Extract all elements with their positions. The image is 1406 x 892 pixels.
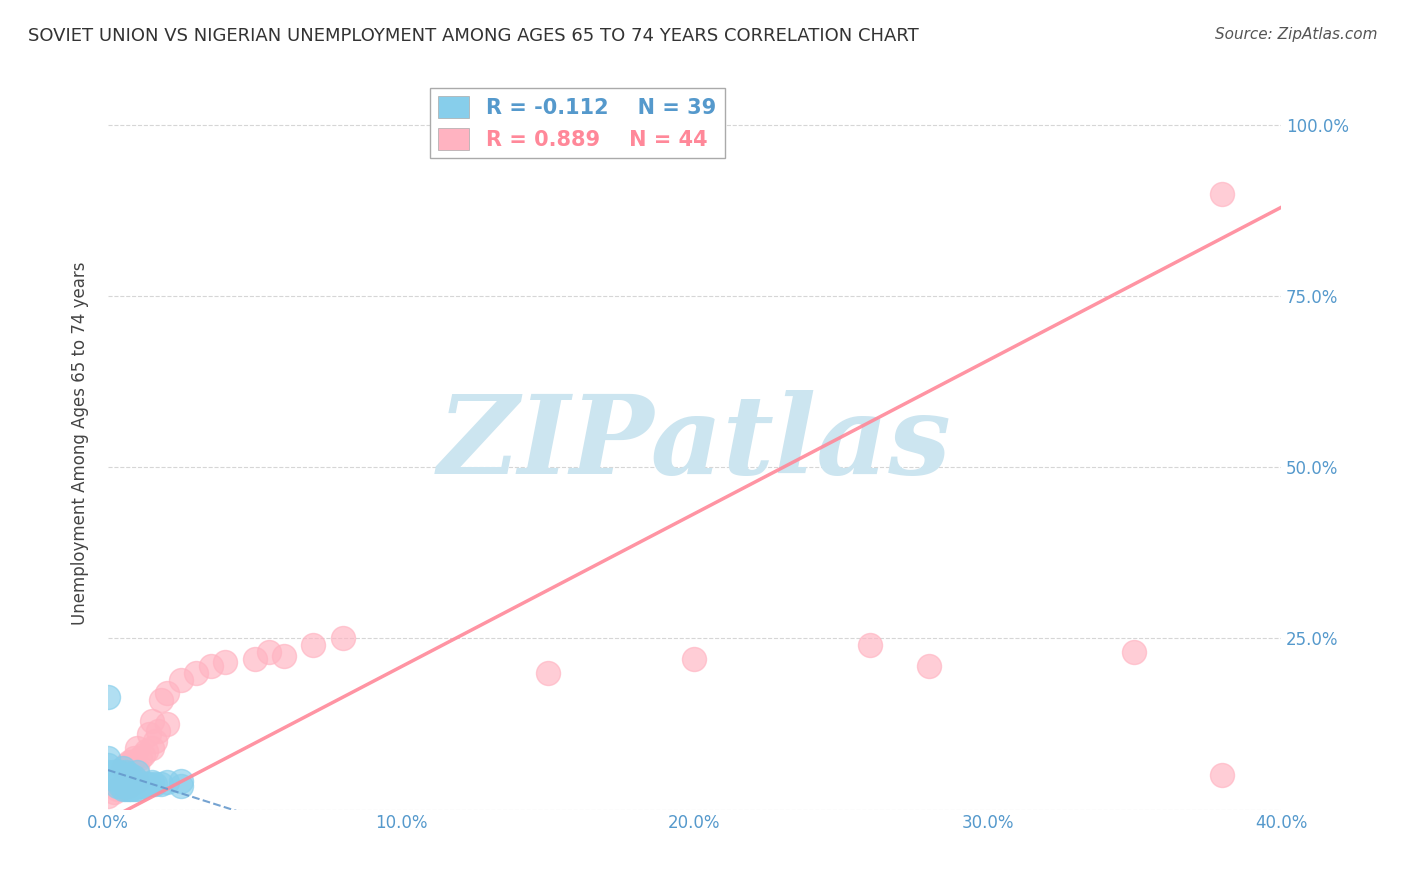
- Point: [111, 779, 134, 793]
- Point: [111, 775, 134, 789]
- Point: [120, 772, 142, 786]
- Point: [127, 773, 149, 788]
- Point: [105, 782, 128, 797]
- Point: [156, 717, 179, 731]
- Point: [103, 764, 125, 779]
- Point: [103, 772, 125, 786]
- Point: [117, 782, 139, 797]
- Point: [141, 714, 163, 728]
- Point: [108, 764, 131, 779]
- Point: [146, 723, 169, 738]
- Point: [132, 779, 155, 793]
- Point: [138, 776, 160, 790]
- Point: [259, 645, 281, 659]
- Point: [127, 773, 149, 788]
- Point: [332, 632, 354, 646]
- Point: [117, 767, 139, 781]
- Point: [170, 773, 193, 788]
- Point: [143, 734, 166, 748]
- Legend: R = -0.112    N = 39, R = 0.889    N = 44: R = -0.112 N = 39, R = 0.889 N = 44: [430, 87, 724, 159]
- Point: [108, 782, 131, 797]
- Point: [273, 648, 295, 663]
- Point: [184, 665, 207, 680]
- Point: [683, 652, 706, 666]
- Point: [97, 751, 120, 765]
- Point: [135, 776, 157, 790]
- Point: [111, 768, 134, 782]
- Point: [97, 789, 120, 803]
- Text: SOVIET UNION VS NIGERIAN UNEMPLOYMENT AMONG AGES 65 TO 74 YEARS CORRELATION CHAR: SOVIET UNION VS NIGERIAN UNEMPLOYMENT AM…: [28, 27, 920, 45]
- Point: [105, 764, 128, 779]
- Point: [135, 744, 157, 758]
- Point: [918, 658, 941, 673]
- Point: [97, 690, 120, 704]
- Point: [127, 741, 149, 756]
- Point: [97, 758, 120, 772]
- Point: [124, 782, 146, 797]
- Point: [214, 656, 236, 670]
- Point: [114, 782, 136, 797]
- Point: [1211, 768, 1233, 782]
- Point: [120, 782, 142, 797]
- Point: [129, 779, 152, 793]
- Point: [243, 652, 266, 666]
- Point: [156, 775, 179, 789]
- Point: [114, 775, 136, 789]
- Text: Source: ZipAtlas.com: Source: ZipAtlas.com: [1215, 27, 1378, 42]
- Point: [132, 747, 155, 762]
- Point: [124, 770, 146, 784]
- Point: [127, 764, 149, 779]
- Point: [129, 751, 152, 765]
- Point: [114, 758, 136, 772]
- Point: [124, 751, 146, 765]
- Point: [120, 755, 142, 769]
- Point: [117, 755, 139, 769]
- Point: [138, 727, 160, 741]
- Point: [200, 658, 222, 673]
- Point: [111, 762, 134, 776]
- Point: [108, 772, 131, 786]
- Text: ZIPatlas: ZIPatlas: [437, 390, 952, 497]
- Point: [103, 785, 125, 799]
- Point: [1123, 645, 1146, 659]
- Point: [97, 764, 120, 779]
- Point: [117, 779, 139, 793]
- Point: [120, 775, 142, 789]
- Y-axis label: Unemployment Among Ages 65 to 74 years: Unemployment Among Ages 65 to 74 years: [72, 261, 89, 625]
- Point: [170, 673, 193, 687]
- Point: [537, 665, 560, 680]
- Point: [156, 686, 179, 700]
- Point: [127, 762, 149, 776]
- Point: [149, 693, 172, 707]
- Point: [170, 779, 193, 793]
- Point: [124, 775, 146, 789]
- Point: [149, 776, 172, 790]
- Point: [108, 779, 131, 793]
- Point: [143, 776, 166, 790]
- Point: [859, 638, 882, 652]
- Point: [117, 773, 139, 788]
- Point: [105, 772, 128, 786]
- Point: [105, 779, 128, 793]
- Point: [114, 764, 136, 779]
- Point: [111, 782, 134, 797]
- Point: [302, 638, 325, 652]
- Point: [127, 782, 149, 797]
- Point: [114, 779, 136, 793]
- Point: [1211, 186, 1233, 201]
- Point: [111, 762, 134, 776]
- Point: [141, 775, 163, 789]
- Point: [141, 741, 163, 756]
